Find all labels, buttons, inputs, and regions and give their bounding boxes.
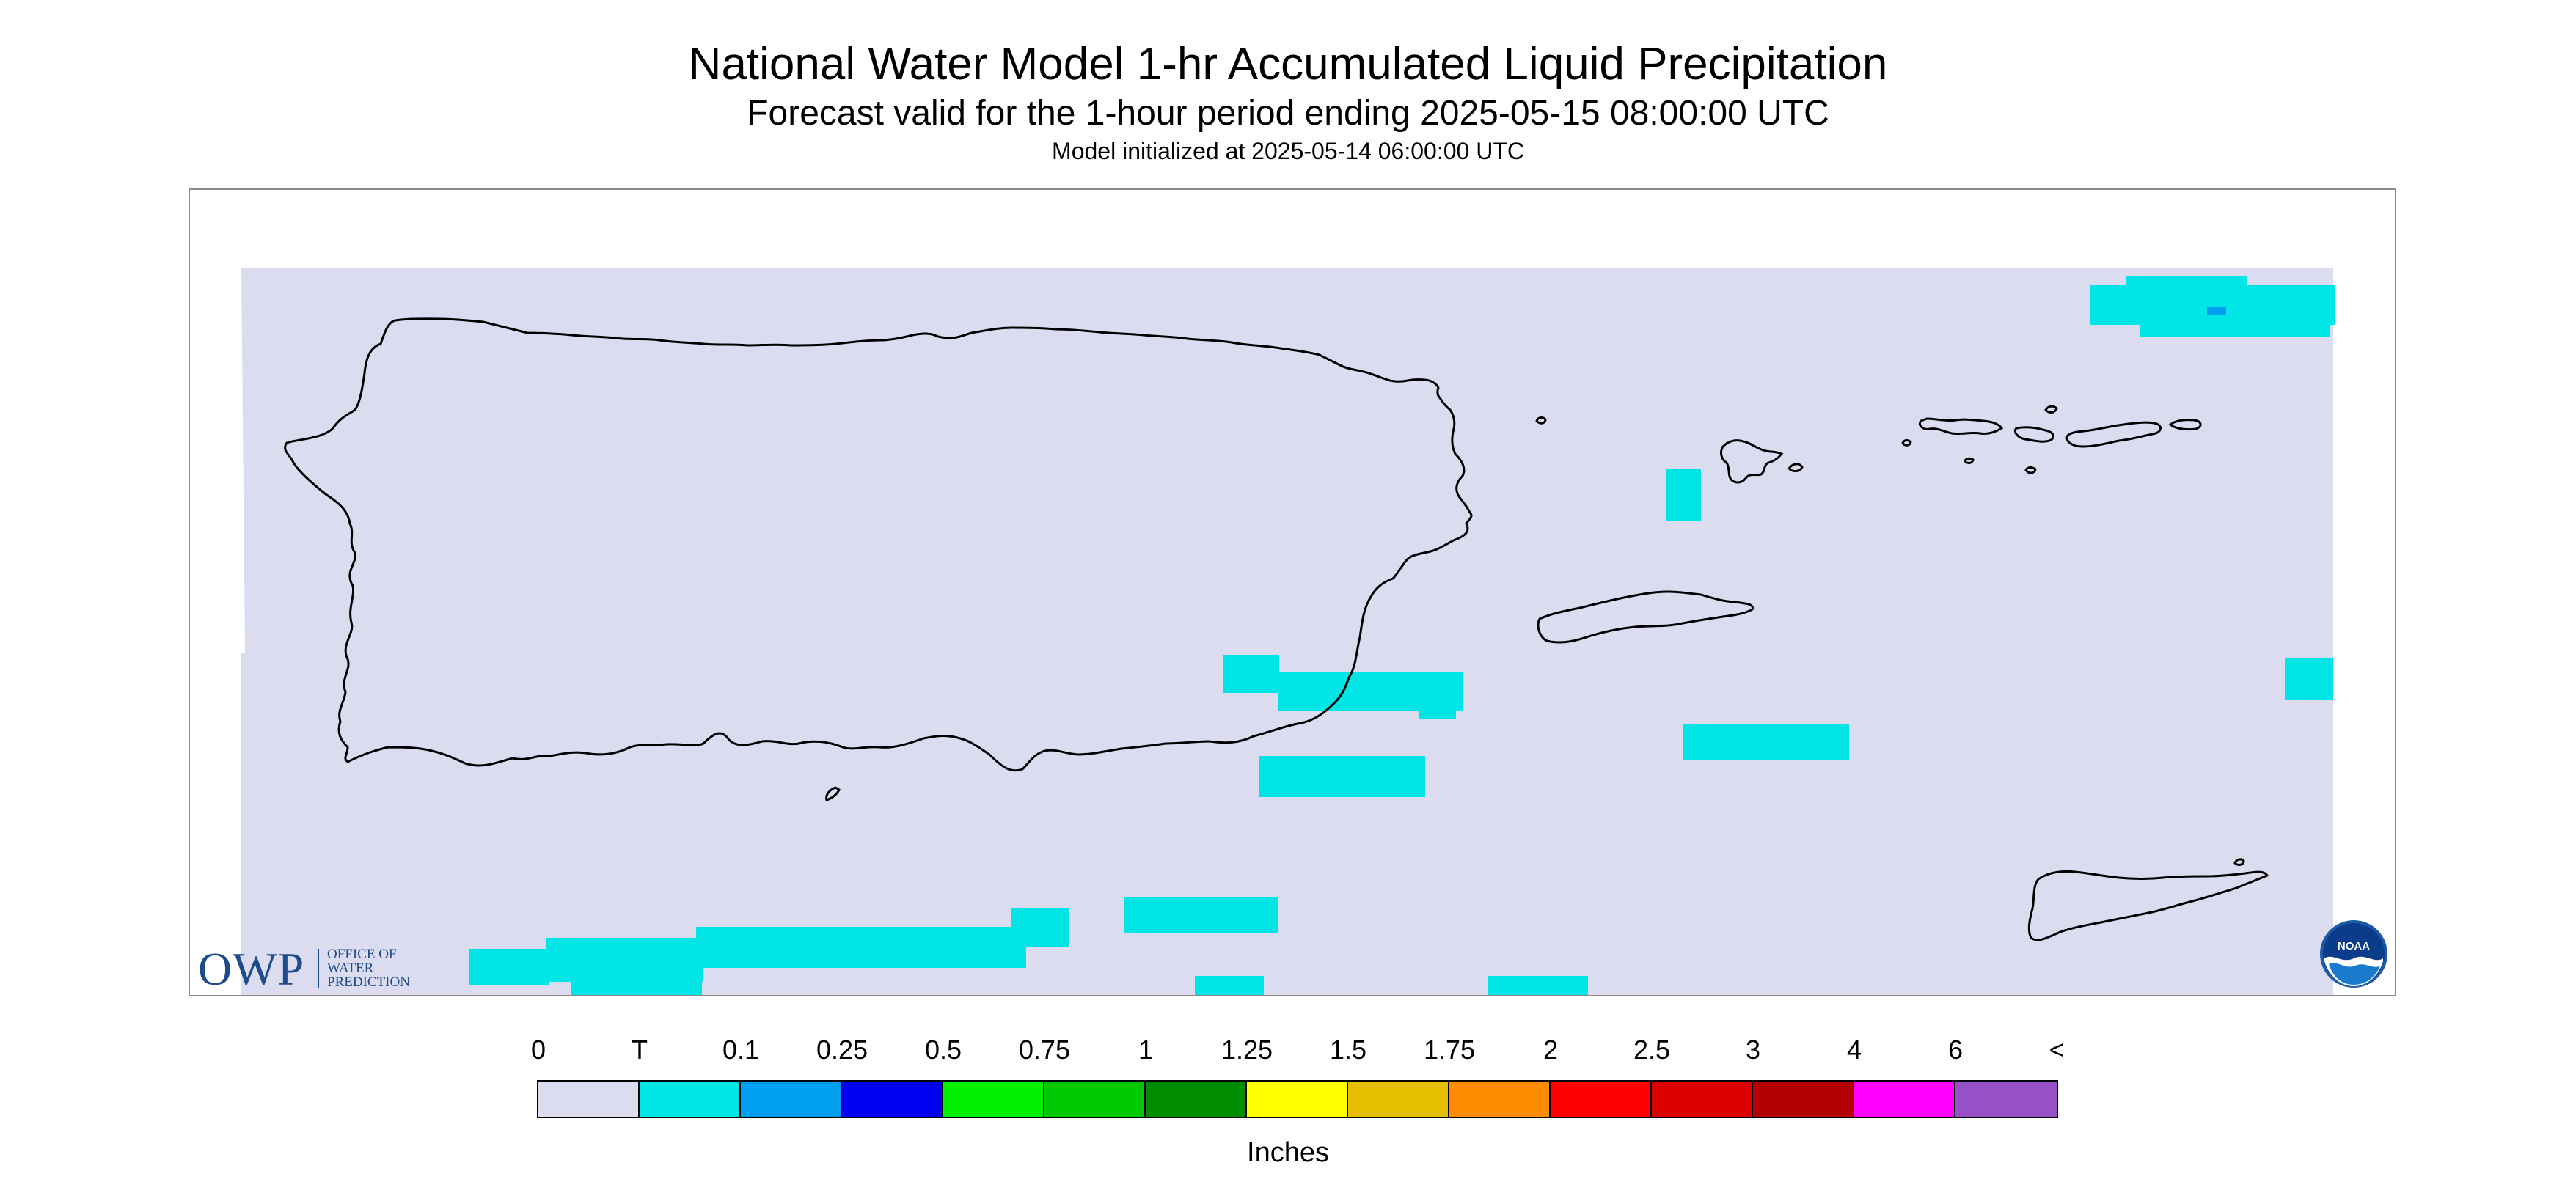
st-thomas-outline <box>1918 417 2004 436</box>
legend-label: < <box>2049 1035 2065 1065</box>
small-cay-outline-2 <box>1901 439 1912 447</box>
legend-label: 0.25 <box>816 1035 868 1065</box>
owp-logo-divider <box>318 949 319 988</box>
owp-logo-mark: OWP <box>198 943 305 995</box>
legend-label: 6 <box>1947 1035 1964 1065</box>
map-subtitle: Forecast valid for the 1-hour period end… <box>747 94 1829 133</box>
precip-area <box>1124 897 1278 933</box>
noaa-logo: NOAA <box>2320 920 2387 988</box>
legend-swatch <box>640 1082 741 1117</box>
legend-units: Inches <box>1247 1137 1329 1168</box>
legend-swatch <box>1146 1082 1247 1117</box>
precip-area <box>1259 756 1425 797</box>
legend-swatch <box>943 1082 1044 1117</box>
virgin-gorda-outline <box>2168 419 2202 431</box>
puerto-rico-outline <box>284 317 1473 772</box>
legend-swatch <box>842 1082 943 1117</box>
st-croix-outline <box>2027 870 2269 941</box>
small-cay-outline-4 <box>2024 466 2037 474</box>
precip-area <box>1683 724 1849 760</box>
legend-swatch <box>1348 1082 1449 1117</box>
precip-area <box>1195 976 1264 995</box>
legend-swatch <box>1753 1082 1854 1117</box>
legend-swatch <box>1551 1082 1652 1117</box>
legend-swatch <box>538 1082 640 1117</box>
precip-area <box>571 978 702 995</box>
legend-swatch <box>1854 1082 1955 1117</box>
legend-label: 2.5 <box>1633 1035 1671 1065</box>
precip-area <box>2285 658 2333 700</box>
legend-label: T <box>632 1035 648 1065</box>
legend-colorbar <box>537 1080 2058 1118</box>
precip-area <box>1223 655 1279 693</box>
precip-area <box>2090 285 2335 325</box>
precip-area <box>1419 703 1456 719</box>
legend-swatch <box>741 1082 842 1117</box>
model-domain <box>241 268 2333 995</box>
vieques-outline <box>1537 590 1754 644</box>
desecheo-like-islet <box>1535 416 1547 425</box>
legend-label: 1.75 <box>1423 1035 1476 1065</box>
legend-swatch <box>1044 1082 1146 1117</box>
precip-area <box>1666 469 1701 521</box>
legend-label: 0 <box>530 1035 546 1065</box>
map-title: National Water Model 1-hr Accumulated Li… <box>688 39 1888 89</box>
precip-map <box>241 268 2335 995</box>
model-init-time: Model initialized at 2025-05-14 06:00:00… <box>1052 138 1524 164</box>
map-frame <box>189 188 2396 996</box>
legend-label: 4 <box>1846 1035 1862 1065</box>
coastlines <box>284 317 2269 941</box>
islet-outline <box>825 786 841 801</box>
st-john-outline <box>2013 426 2054 443</box>
precip-areas <box>469 276 2335 995</box>
buck-island-outline <box>2233 858 2245 866</box>
precip-area <box>1488 976 1588 995</box>
legend-label: 0.5 <box>924 1035 962 1065</box>
legend-swatch <box>1247 1082 1348 1117</box>
legend-labels: 0 T 0.1 0.25 0.5 0.75 1 1.25 1.5 1.75 2 2.5 3 4 6 < <box>0 1032 2576 1069</box>
legend-label: 1.5 <box>1329 1035 1367 1065</box>
small-cay-outline <box>2044 405 2058 414</box>
noaa-logo-text: NOAA <box>2338 940 2370 952</box>
legend-label: 1.25 <box>1221 1035 1273 1065</box>
legend-swatch <box>1652 1082 1753 1117</box>
precip-area <box>546 938 703 982</box>
precip-area <box>696 927 1026 968</box>
legend-label: 1 <box>1138 1035 1154 1065</box>
tortola-outline <box>2065 421 2162 448</box>
legend-label: 3 <box>1745 1035 1761 1065</box>
legend-swatch <box>1449 1082 1551 1117</box>
legend-swatch <box>1955 1082 2057 1117</box>
legend-label: 0.75 <box>1018 1035 1071 1065</box>
small-cay-outline-3 <box>1964 457 1975 464</box>
owp-logo-text: OFFICE OF WATER PREDICTION <box>327 947 410 990</box>
culebra-outline <box>1720 439 1784 484</box>
precip-area-0-1 <box>2207 307 2226 315</box>
culebrita-outline <box>1788 463 1804 472</box>
legend-label: 2 <box>1543 1035 1559 1065</box>
precip-area <box>2140 318 2330 337</box>
legend-label: 0.1 <box>722 1035 760 1065</box>
precip-area <box>469 949 549 985</box>
